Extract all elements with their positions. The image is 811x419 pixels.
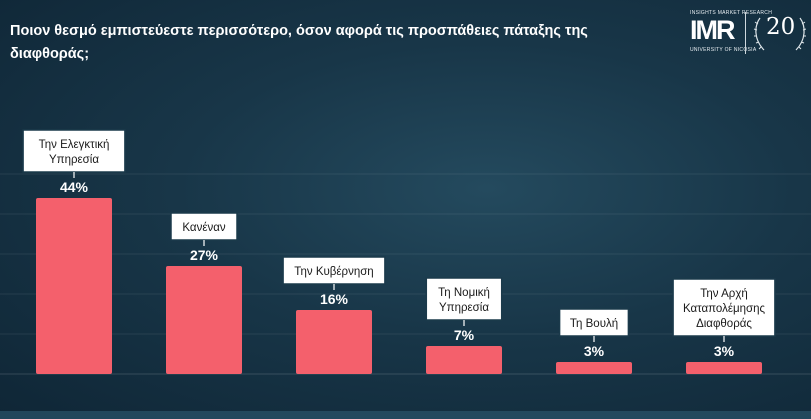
logo-anniversary: 20	[766, 14, 796, 40]
tick-label: Υπηρεσία	[49, 154, 99, 166]
bottom-strip	[0, 411, 811, 419]
logo-separator	[745, 12, 746, 54]
bar	[36, 198, 112, 374]
category-label-box	[22, 129, 126, 173]
laurel-wreath-icon	[753, 17, 806, 51]
tick-label: Καταπολέμησης	[683, 303, 766, 315]
category-label-box	[425, 277, 503, 321]
logo-brand: IMR	[690, 15, 735, 45]
data-label: 27%	[190, 247, 219, 263]
tick-label: Τη Βουλή	[570, 318, 618, 330]
category-label-box	[672, 278, 776, 337]
tick-label: Την Αρχή	[700, 288, 748, 300]
category-label-box	[170, 212, 238, 241]
category-label-box	[558, 308, 630, 337]
tick-label: Την Ελεγκτική	[39, 139, 110, 151]
bar	[426, 346, 502, 374]
bar	[296, 310, 372, 374]
logo-university: UNIVERSITY OF NICOSIA	[690, 47, 757, 53]
bar	[166, 266, 242, 374]
data-label: 44%	[60, 179, 89, 195]
chart-title: Ποιον θεσμό εμπιστεύεστε περισσότερο, όσ…	[10, 23, 588, 62]
data-label: 7%	[454, 327, 475, 343]
tick-label: Τη Νομική	[438, 287, 490, 299]
bar	[556, 362, 632, 374]
tick-label: Διαφθοράς	[696, 318, 752, 330]
bar	[686, 362, 762, 374]
tick-label: Υπηρεσία	[439, 302, 489, 314]
data-label: 3%	[714, 343, 735, 359]
tick-label: Την Κυβέρνηση	[294, 266, 373, 278]
tick-label: Κανέναν	[182, 222, 225, 234]
data-label: 16%	[320, 291, 349, 307]
logo-tagline: INSIGHTS MARKET RESEARCH	[690, 10, 773, 16]
data-label: 3%	[584, 343, 605, 359]
imr-logo: INSIGHTS MARKET RESEARCH IMR UNIVERSITY …	[688, 10, 806, 58]
